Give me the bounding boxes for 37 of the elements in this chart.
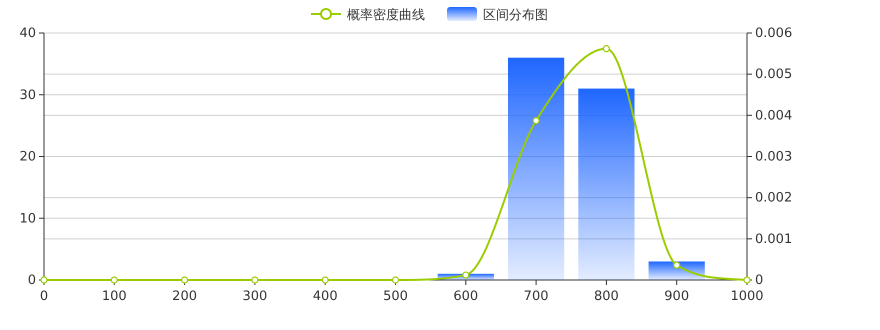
legend-label: 区间分布图 [483, 8, 548, 23]
x-tick-label: 300 [242, 289, 268, 304]
point [673, 262, 680, 269]
x-tick-label: 400 [312, 289, 338, 304]
point [110, 276, 118, 284]
bar [648, 261, 705, 280]
bar [508, 58, 564, 280]
point [251, 276, 258, 284]
y2-tick-label: 0.004 [755, 108, 792, 124]
y2-tick-label: 0.001 [755, 232, 792, 247]
legend-label: 概率密度曲线 [347, 7, 425, 23]
x-tick-label: 600 [453, 289, 478, 304]
x-tick-label: 800 [594, 289, 619, 304]
y-tick-label: 0 [28, 273, 36, 288]
y-tick-label: 40 [19, 26, 36, 41]
point [532, 117, 540, 124]
x-tick-label: 100 [102, 289, 127, 304]
bar [578, 88, 635, 280]
y-tick-label: 30 [19, 88, 36, 103]
point [181, 276, 188, 284]
point [462, 271, 470, 279]
y-tick-label: 20 [19, 150, 36, 164]
x-tick-label: 200 [172, 289, 198, 304]
x-tick-label: 0 [40, 289, 48, 304]
x-tick-label: 900 [664, 289, 690, 304]
y2-tick-label: 0.006 [755, 26, 792, 41]
x-tick-label: 700 [524, 289, 549, 304]
point [392, 276, 400, 284]
y2-tick-label: 0.005 [755, 67, 792, 82]
y2-tick-label: 0.002 [755, 190, 792, 206]
y2-tick-label: 0 [755, 273, 764, 288]
y-tick-label: 10 [19, 211, 36, 226]
y2-tick-label: 0.003 [755, 150, 792, 164]
point [602, 45, 610, 52]
point [322, 276, 329, 284]
x-tick-label: 500 [383, 289, 408, 304]
x-tick-label: 1000 [730, 289, 764, 304]
